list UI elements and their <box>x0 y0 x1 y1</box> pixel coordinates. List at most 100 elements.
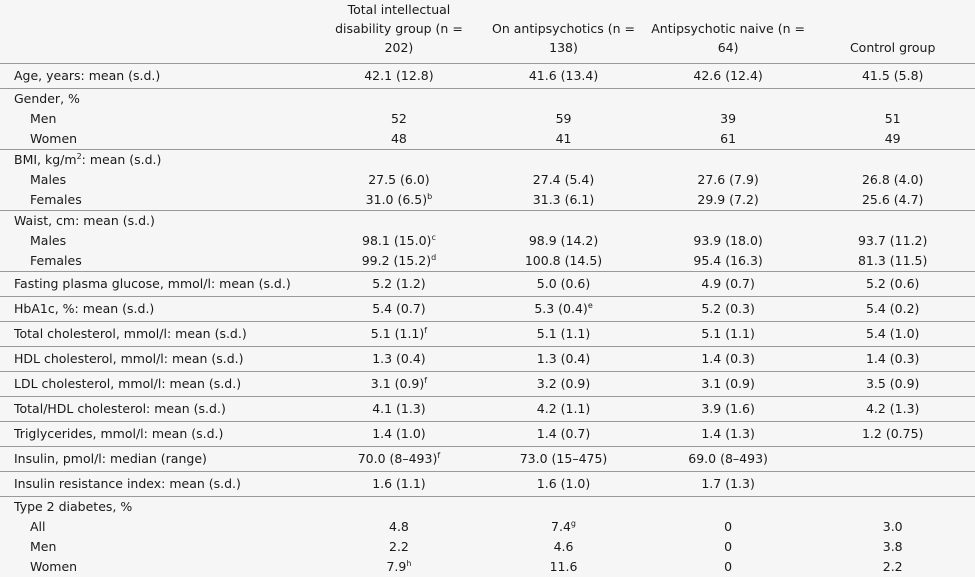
label-text: Waist, cm: mean (s.d.) <box>14 213 155 228</box>
cell-value: 61 <box>720 131 736 146</box>
footnote-mark: d <box>431 253 436 262</box>
label-text: LDL cholesterol, mmol/l: mean (s.d.) <box>14 376 241 391</box>
sub-label: Females <box>0 251 317 272</box>
cell: 93.7 (11.2) <box>810 231 975 251</box>
row-group: Total cholesterol, mmol/l: mean (s.d.) 5.… <box>0 322 975 347</box>
row-label: Triglycerides, mmol/l: mean (s.d.) <box>0 422 317 447</box>
cell-value: 4.2 (1.1) <box>537 401 591 416</box>
cell: 93.9 (18.0) <box>646 231 811 251</box>
footnote-mark: h <box>406 559 411 568</box>
cell <box>646 211 811 232</box>
page: Total intellectual disability group (n =… <box>0 0 975 542</box>
cell: 1.3 (0.4) <box>317 347 482 372</box>
cell: 41.5 (5.8) <box>810 64 975 89</box>
cell-value: 1.6 (1.0) <box>537 476 591 491</box>
footnote-mark: c <box>431 233 435 242</box>
cell: 31.0 (6.5)b <box>317 190 482 211</box>
cell: 27.4 (5.4) <box>481 170 646 190</box>
cell <box>317 497 482 518</box>
cell-value: 5.1 (1.1) <box>537 326 591 341</box>
cell-value: 41 <box>556 131 572 146</box>
label-text: Total/HDL cholesterol: mean (s.d.) <box>14 401 226 416</box>
cell <box>317 89 482 110</box>
label-text: Fasting plasma glucose, mmol/l: mean (s.… <box>14 276 291 291</box>
cell <box>810 497 975 518</box>
cell-value: 41.6 (13.4) <box>529 68 598 83</box>
cell-value: 31.0 (6.5) <box>366 192 427 207</box>
cell: 4.2 (1.3) <box>810 397 975 422</box>
cell-value: 5.2 (0.3) <box>701 301 755 316</box>
cell: 42.1 (12.8) <box>317 64 482 89</box>
cell <box>317 150 482 171</box>
sub-label: Men <box>0 537 317 557</box>
cell: 1.6 (1.0) <box>481 472 646 497</box>
cell-value: 99.2 (15.2) <box>362 253 431 268</box>
footnote-mark: g <box>571 519 576 528</box>
cell: 48 <box>317 129 482 150</box>
cell: 100.8 (14.5) <box>481 251 646 272</box>
cell <box>481 497 646 518</box>
cell-value: 31.3 (6.1) <box>533 192 594 207</box>
cell-value: 95.4 (16.3) <box>693 253 762 268</box>
row-group: LDL cholesterol, mmol/l: mean (s.d.)3.1 … <box>0 372 975 397</box>
cell: 5.1 (1.1) <box>481 322 646 347</box>
row-group: Fasting plasma glucose, mmol/l: mean (s.… <box>0 272 975 297</box>
cell: 98.9 (14.2) <box>481 231 646 251</box>
cell: 3.2 (0.9) <box>481 372 646 397</box>
sub-label: Women <box>0 557 317 577</box>
cell: 4.1 (1.3) <box>317 397 482 422</box>
cell: 5.4 (0.2) <box>810 297 975 322</box>
cell: 5.2 (1.2) <box>317 272 482 297</box>
cell-value: 7.9 <box>386 559 406 574</box>
cell: 3.0 <box>810 517 975 537</box>
cell-value: 93.7 (11.2) <box>858 233 927 248</box>
cell-value: 100.8 (14.5) <box>525 253 602 268</box>
cell: 4.2 (1.1) <box>481 397 646 422</box>
row-group: Insulin resistance index: mean (s.d.)1.6… <box>0 472 975 497</box>
cell: 31.3 (6.1) <box>481 190 646 211</box>
cell <box>481 89 646 110</box>
cell-value: 52 <box>391 111 407 126</box>
cell: 41 <box>481 129 646 150</box>
cell: 4.8 <box>317 517 482 537</box>
sub-label: All <box>0 517 317 537</box>
row-group: Insulin, pmol/l: median (range)70.0 (8–4… <box>0 447 975 472</box>
cell: 61 <box>646 129 811 150</box>
cell: 1.3 (0.4) <box>481 347 646 372</box>
cell-value: 3.2 (0.9) <box>537 376 591 391</box>
row: Total/HDL cholesterol: mean (s.d.) 4.1 (1… <box>0 397 975 422</box>
footnote-mark: f <box>424 326 427 335</box>
cell: 1.4 (0.3) <box>646 347 811 372</box>
cell: 52 <box>317 109 482 129</box>
label-text: Total cholesterol, mmol/l: mean (s.d.) <box>14 326 247 341</box>
row: HDL cholesterol, mmol/l: mean (s.d.)1.3 … <box>0 347 975 372</box>
cell-value: 1.3 (0.4) <box>537 351 591 366</box>
cell-value: 27.5 (6.0) <box>368 172 429 187</box>
cell: 42.6 (12.4) <box>646 64 811 89</box>
cell: 59 <box>481 109 646 129</box>
cell: 69.0 (8–493) <box>646 447 811 472</box>
row: Type 2 diabetes, % <box>0 497 975 518</box>
label-text: Insulin, pmol/l: median (range) <box>14 451 207 466</box>
footnote-mark: e <box>588 301 593 310</box>
row-label: Total cholesterol, mmol/l: mean (s.d.) <box>0 322 317 347</box>
cell: 51 <box>810 109 975 129</box>
cell-value: 29.9 (7.2) <box>697 192 758 207</box>
row-label: Gender, % <box>0 89 317 110</box>
row-group: Triglycerides, mmol/l: mean (s.d.)1.4 (1… <box>0 422 975 447</box>
cell-value: 5.2 (1.2) <box>372 276 426 291</box>
cell: 99.2 (15.2)d <box>317 251 482 272</box>
cell-value: 73.0 (15–475) <box>520 451 608 466</box>
row: LDL cholesterol, mmol/l: mean (s.d.)3.1 … <box>0 372 975 397</box>
header-row: Total intellectual disability group (n =… <box>0 0 975 64</box>
cell: 5.3 (0.4)e <box>481 297 646 322</box>
row-label: HbA1c, %: mean (s.d.) <box>0 297 317 322</box>
cell <box>810 89 975 110</box>
cell-value: 5.0 (0.6) <box>537 276 591 291</box>
